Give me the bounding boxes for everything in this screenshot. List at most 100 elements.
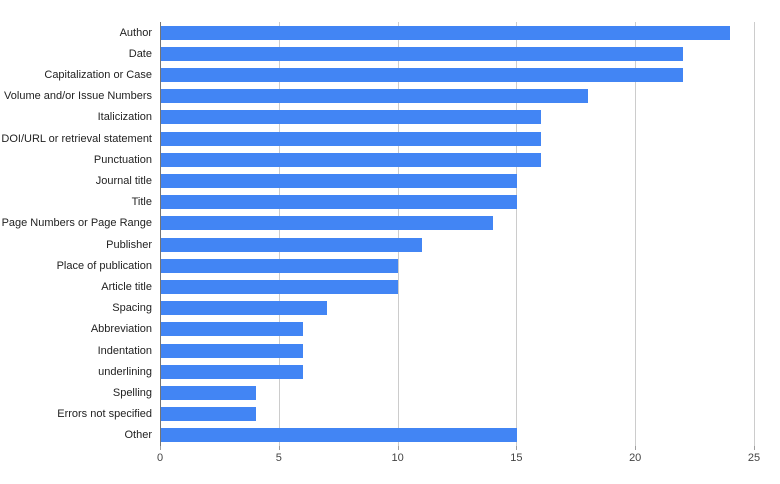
bar-track [160,364,754,379]
bar-row: Indentation [0,340,754,361]
bar [161,152,541,167]
bar-track [160,280,754,295]
axis-tick [635,446,637,450]
bar [161,301,328,316]
bar-row: Title [0,192,754,213]
bar-row: Spacing [0,298,754,319]
category-label: underlining [98,365,152,378]
gridline [635,22,637,446]
bar [161,174,517,189]
category-label: Errors not specified [57,408,152,421]
category-label: Title [131,196,152,209]
bar [161,280,399,295]
bar-track [160,174,754,189]
bar [161,322,304,337]
bar-row: Author [0,22,754,43]
x-tick-label: 0 [156,452,164,464]
bar [161,110,541,125]
axis-tick [278,446,280,450]
gridline [397,22,399,446]
bar-row: Other [0,425,754,446]
bar-track [160,68,754,82]
x-tick-label: 15 [510,452,523,464]
category-label: Abbreviation [90,323,152,336]
bar-row: Italicization [0,107,754,128]
category-label: Volume and/or Issue Numbers [4,90,152,103]
bar [161,46,683,61]
bar-track [160,407,754,422]
bar [161,237,422,252]
axis-tick [160,446,161,450]
chart-rows: Author Date Capitalization or Case Volume a… [0,22,754,446]
bar-row: Errors not specified [0,404,754,425]
bar-track [160,258,754,273]
category-label: Spelling [112,387,152,400]
category-label: Place of publication [56,259,152,272]
bar-row: Page Numbers or Page Range [0,213,754,234]
category-label: DOI/URL or retrieval statement [1,132,152,145]
category-label: Date [128,47,152,60]
bar-row: Place of publication [0,255,754,276]
bar-row: Spelling [0,382,754,403]
bar-track [160,89,754,104]
bar [161,25,731,40]
bar-row: Punctuation [0,149,754,170]
bar [161,216,494,231]
axis-baseline [160,22,161,446]
bar [161,364,304,379]
category-label: Indentation [97,344,152,357]
bar-track [160,195,754,210]
gridline [516,22,518,446]
category-label: Other [124,429,152,442]
bar [161,195,517,210]
bar-track [160,386,754,401]
bar [161,258,399,273]
category-label: Capitalization or Case [44,69,152,81]
bar-row: Journal title [0,170,754,191]
bar-row: DOI/URL or retrieval statement [0,128,754,149]
gridline [754,22,755,446]
gridline [278,22,280,446]
bar-track [160,237,754,252]
bar-track [160,216,754,231]
bar-track [160,25,754,40]
bar-row: Date [0,43,754,64]
bar-track [160,131,754,146]
bar-track [160,152,754,167]
bar-row: Publisher [0,234,754,255]
x-tick-label: 25 [747,452,761,464]
bar-track [160,322,754,337]
category-label: Article title [101,281,152,294]
axis-tick [397,446,399,450]
category-label: Journal title [95,175,152,188]
category-label: Author [119,26,152,39]
bar [161,131,541,146]
bar-row: Volume and/or Issue Numbers [0,86,754,107]
category-label: Spacing [112,302,152,315]
bar [161,407,256,422]
bar-row: Article title [0,276,754,297]
axis-tick [754,446,755,450]
bar [161,428,517,443]
bar-track [160,46,754,61]
x-tick-label: 5 [275,452,282,464]
category-label: Punctuation [93,153,152,166]
x-tick-label: 20 [629,452,642,464]
bar-row: Capitalization or Case [0,64,754,85]
axis-tick [516,446,518,450]
x-tick-label: 10 [391,452,404,464]
bar-row: underlining [0,361,754,382]
bar-track [160,428,754,443]
bar [161,343,304,358]
category-label: Page Numbers or Page Range [1,217,152,230]
bar-track [160,301,754,316]
category-label: Italicization [97,111,152,124]
bar-row: Abbreviation [0,319,754,340]
bar-track [160,110,754,125]
bar [161,68,683,82]
category-label: Publisher [106,238,152,251]
bar [161,89,588,104]
bar-track [160,343,754,358]
